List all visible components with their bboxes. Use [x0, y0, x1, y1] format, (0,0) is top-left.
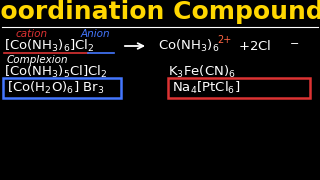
Text: Complexion: Complexion — [7, 55, 68, 65]
Text: Coordination Compounds: Coordination Compounds — [0, 0, 320, 24]
Text: $\mathregular{Na_4[PtCl_6]}$: $\mathregular{Na_4[PtCl_6]}$ — [172, 80, 240, 96]
Text: $\mathregular{K_3Fe(CN)_6}$: $\mathregular{K_3Fe(CN)_6}$ — [168, 64, 236, 80]
Text: $\mathregular{-}$: $\mathregular{-}$ — [289, 37, 299, 47]
Bar — [168, 78, 310, 98]
Bar — [3, 78, 121, 98]
Text: $\mathregular{[Co(NH_3)_5Cl]Cl_2}$: $\mathregular{[Co(NH_3)_5Cl]Cl_2}$ — [4, 64, 108, 80]
Text: 2+: 2+ — [217, 35, 231, 45]
Text: cation: cation — [16, 29, 48, 39]
Text: $\mathregular{[Co(NH_3)_6]Cl_2}$: $\mathregular{[Co(NH_3)_6]Cl_2}$ — [4, 38, 95, 54]
Text: $\mathregular{[Co(H_2O)_6]\ Br_3}$: $\mathregular{[Co(H_2O)_6]\ Br_3}$ — [7, 80, 104, 96]
Text: $\mathregular{Co(NH_3)_6}$: $\mathregular{Co(NH_3)_6}$ — [158, 38, 219, 54]
Text: Anion: Anion — [80, 29, 110, 39]
Text: $\mathregular{+ 2Cl}$: $\mathregular{+ 2Cl}$ — [238, 39, 271, 53]
